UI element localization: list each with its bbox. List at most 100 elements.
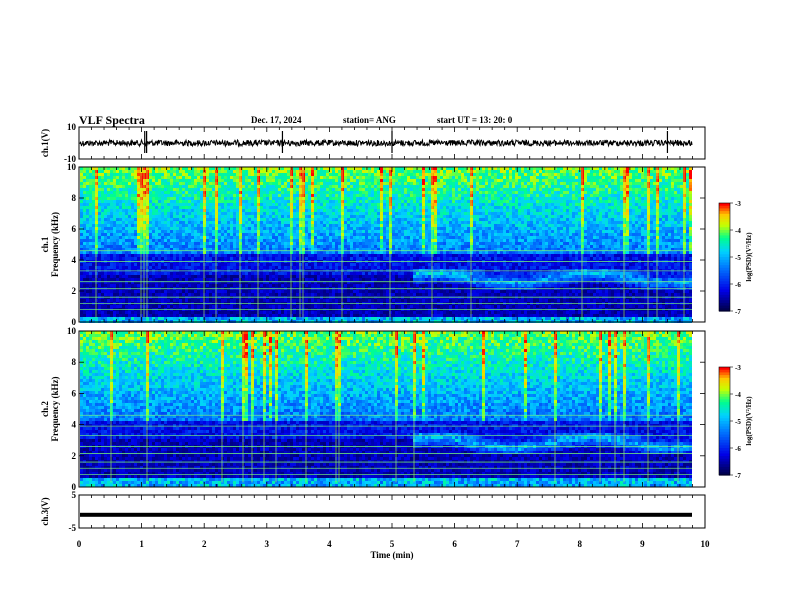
ch1-spec-cell xyxy=(89,266,92,269)
ch1-spec-cell xyxy=(317,209,320,212)
ch1-spec-cell xyxy=(203,233,206,236)
ch1-spec-cell xyxy=(116,203,119,206)
ch1-spec-cell xyxy=(197,224,200,227)
ch1-spec-cell xyxy=(242,299,245,302)
ch1-spec-cell xyxy=(305,245,308,248)
ch1-spec-cell xyxy=(335,206,338,209)
ch1-spec-cell xyxy=(119,194,122,197)
ch1-spec-cell xyxy=(344,212,347,215)
ch1-spec-cell xyxy=(209,305,212,308)
ch1-spec-cell xyxy=(83,248,86,251)
ch1-spec-cell xyxy=(299,278,302,281)
ch1-spec-cell xyxy=(209,278,212,281)
ch1-spec-cell xyxy=(149,257,152,260)
ch1-spec-cell xyxy=(332,257,335,260)
ch1-spec-cell xyxy=(191,170,194,173)
ch1-spec-cell xyxy=(236,197,239,200)
ch1-spec-cell xyxy=(311,224,314,227)
ch1-spec-cell xyxy=(299,215,302,218)
ch1-spec-cell xyxy=(155,290,158,293)
ch1-spec-cell xyxy=(305,263,308,266)
ch1-spec-cell xyxy=(209,245,212,248)
ch1-spec-cell xyxy=(95,191,98,194)
ch1-spec-cell xyxy=(353,266,356,269)
ch1-spec-cell xyxy=(320,305,323,308)
ch1-spec-cell xyxy=(167,200,170,203)
ch1-spec-cell xyxy=(317,257,320,260)
ch1-spec-cell xyxy=(260,221,263,224)
ch1-spec-cell xyxy=(119,245,122,248)
ch1-spec-cell xyxy=(209,191,212,194)
ch1-spec-cell xyxy=(122,221,125,224)
ch1-spec-cell xyxy=(266,182,269,185)
ch1-spec-cell xyxy=(281,230,284,233)
ch1-spec-cell xyxy=(242,185,245,188)
ch1-spec-cell xyxy=(197,239,200,242)
ch1-spec-cell xyxy=(242,278,245,281)
ch1-spec-cell xyxy=(194,272,197,275)
ch1-spec-cell xyxy=(305,290,308,293)
ch1-spec-cell xyxy=(317,215,320,218)
ch1-spec-cell xyxy=(320,188,323,191)
ch1-spec-cell xyxy=(212,272,215,275)
ch1-spec-cell xyxy=(278,272,281,275)
ch1-spec-cell xyxy=(287,248,290,251)
ch1-spec-cell xyxy=(137,218,140,221)
ch1-spec-cell xyxy=(329,185,332,188)
ch1-spec-cell xyxy=(122,317,125,320)
ch1-spec-cell xyxy=(302,293,305,296)
ch1-spec-cell xyxy=(311,257,314,260)
ch1-spec-cell xyxy=(116,266,119,269)
ch1-spec-cell xyxy=(290,173,293,176)
ch1-spec-cell xyxy=(146,224,149,227)
ch1-spec-cell xyxy=(191,245,194,248)
ch1-spec-cell xyxy=(356,230,359,233)
ch1-spec-cell xyxy=(104,188,107,191)
ch1-spec-cell xyxy=(293,275,296,278)
ch1-spec-cell xyxy=(227,266,230,269)
ch1-spec-cell xyxy=(116,212,119,215)
ch1-spec-cell xyxy=(161,311,164,314)
ch1-spec-cell xyxy=(188,191,191,194)
ch1-spec-cell xyxy=(248,275,251,278)
ch1-spec-cell xyxy=(275,221,278,224)
ch1-spec-cell xyxy=(251,254,254,257)
ch1-spec-cell xyxy=(137,284,140,287)
ch1-spec-cell xyxy=(353,245,356,248)
ch1-spec-cell xyxy=(335,257,338,260)
ch1-spec-cell xyxy=(245,170,248,173)
ch1-spec-cell xyxy=(104,209,107,212)
ch1-spec-cell xyxy=(236,266,239,269)
ch1-spec-cell xyxy=(212,248,215,251)
ch1-spec-cell xyxy=(89,236,92,239)
ch1-spec-cell xyxy=(134,170,137,173)
ch1-spec-cell xyxy=(131,203,134,206)
ch1-spec-cell xyxy=(239,266,242,269)
ch1-spec-cell xyxy=(200,263,203,266)
ch1-spec-cell xyxy=(203,176,206,179)
ch1-spec-cell xyxy=(317,278,320,281)
ch1-spec-cell xyxy=(329,200,332,203)
ch1-spec-cell xyxy=(236,200,239,203)
ch1-spec-cell xyxy=(272,218,275,221)
ch1-spec-cell xyxy=(119,290,122,293)
ch1-spec-cell xyxy=(80,314,83,317)
ch1-spec-cell xyxy=(167,215,170,218)
ch1-spec-cell xyxy=(86,209,89,212)
ch1-spec-cell xyxy=(182,224,185,227)
ch1-spec-cell xyxy=(299,221,302,224)
ch1-spec-cell xyxy=(125,197,128,200)
ch1-spec-cell xyxy=(221,179,224,182)
ch1-spec-cell xyxy=(131,233,134,236)
ch1-spec-cell xyxy=(92,230,95,233)
ch1-spec-cell xyxy=(254,185,257,188)
ch1-spec-cell xyxy=(236,215,239,218)
ch1-spec-cell xyxy=(344,224,347,227)
ch1-spec-cell xyxy=(134,206,137,209)
ch1-spec-cell xyxy=(98,221,101,224)
ch1-spec-cell xyxy=(251,179,254,182)
ch1-spec-cell xyxy=(263,299,266,302)
ch1-spec-cell xyxy=(185,245,188,248)
ch1-spec-cell xyxy=(287,188,290,191)
ch1-spec-cell xyxy=(182,179,185,182)
